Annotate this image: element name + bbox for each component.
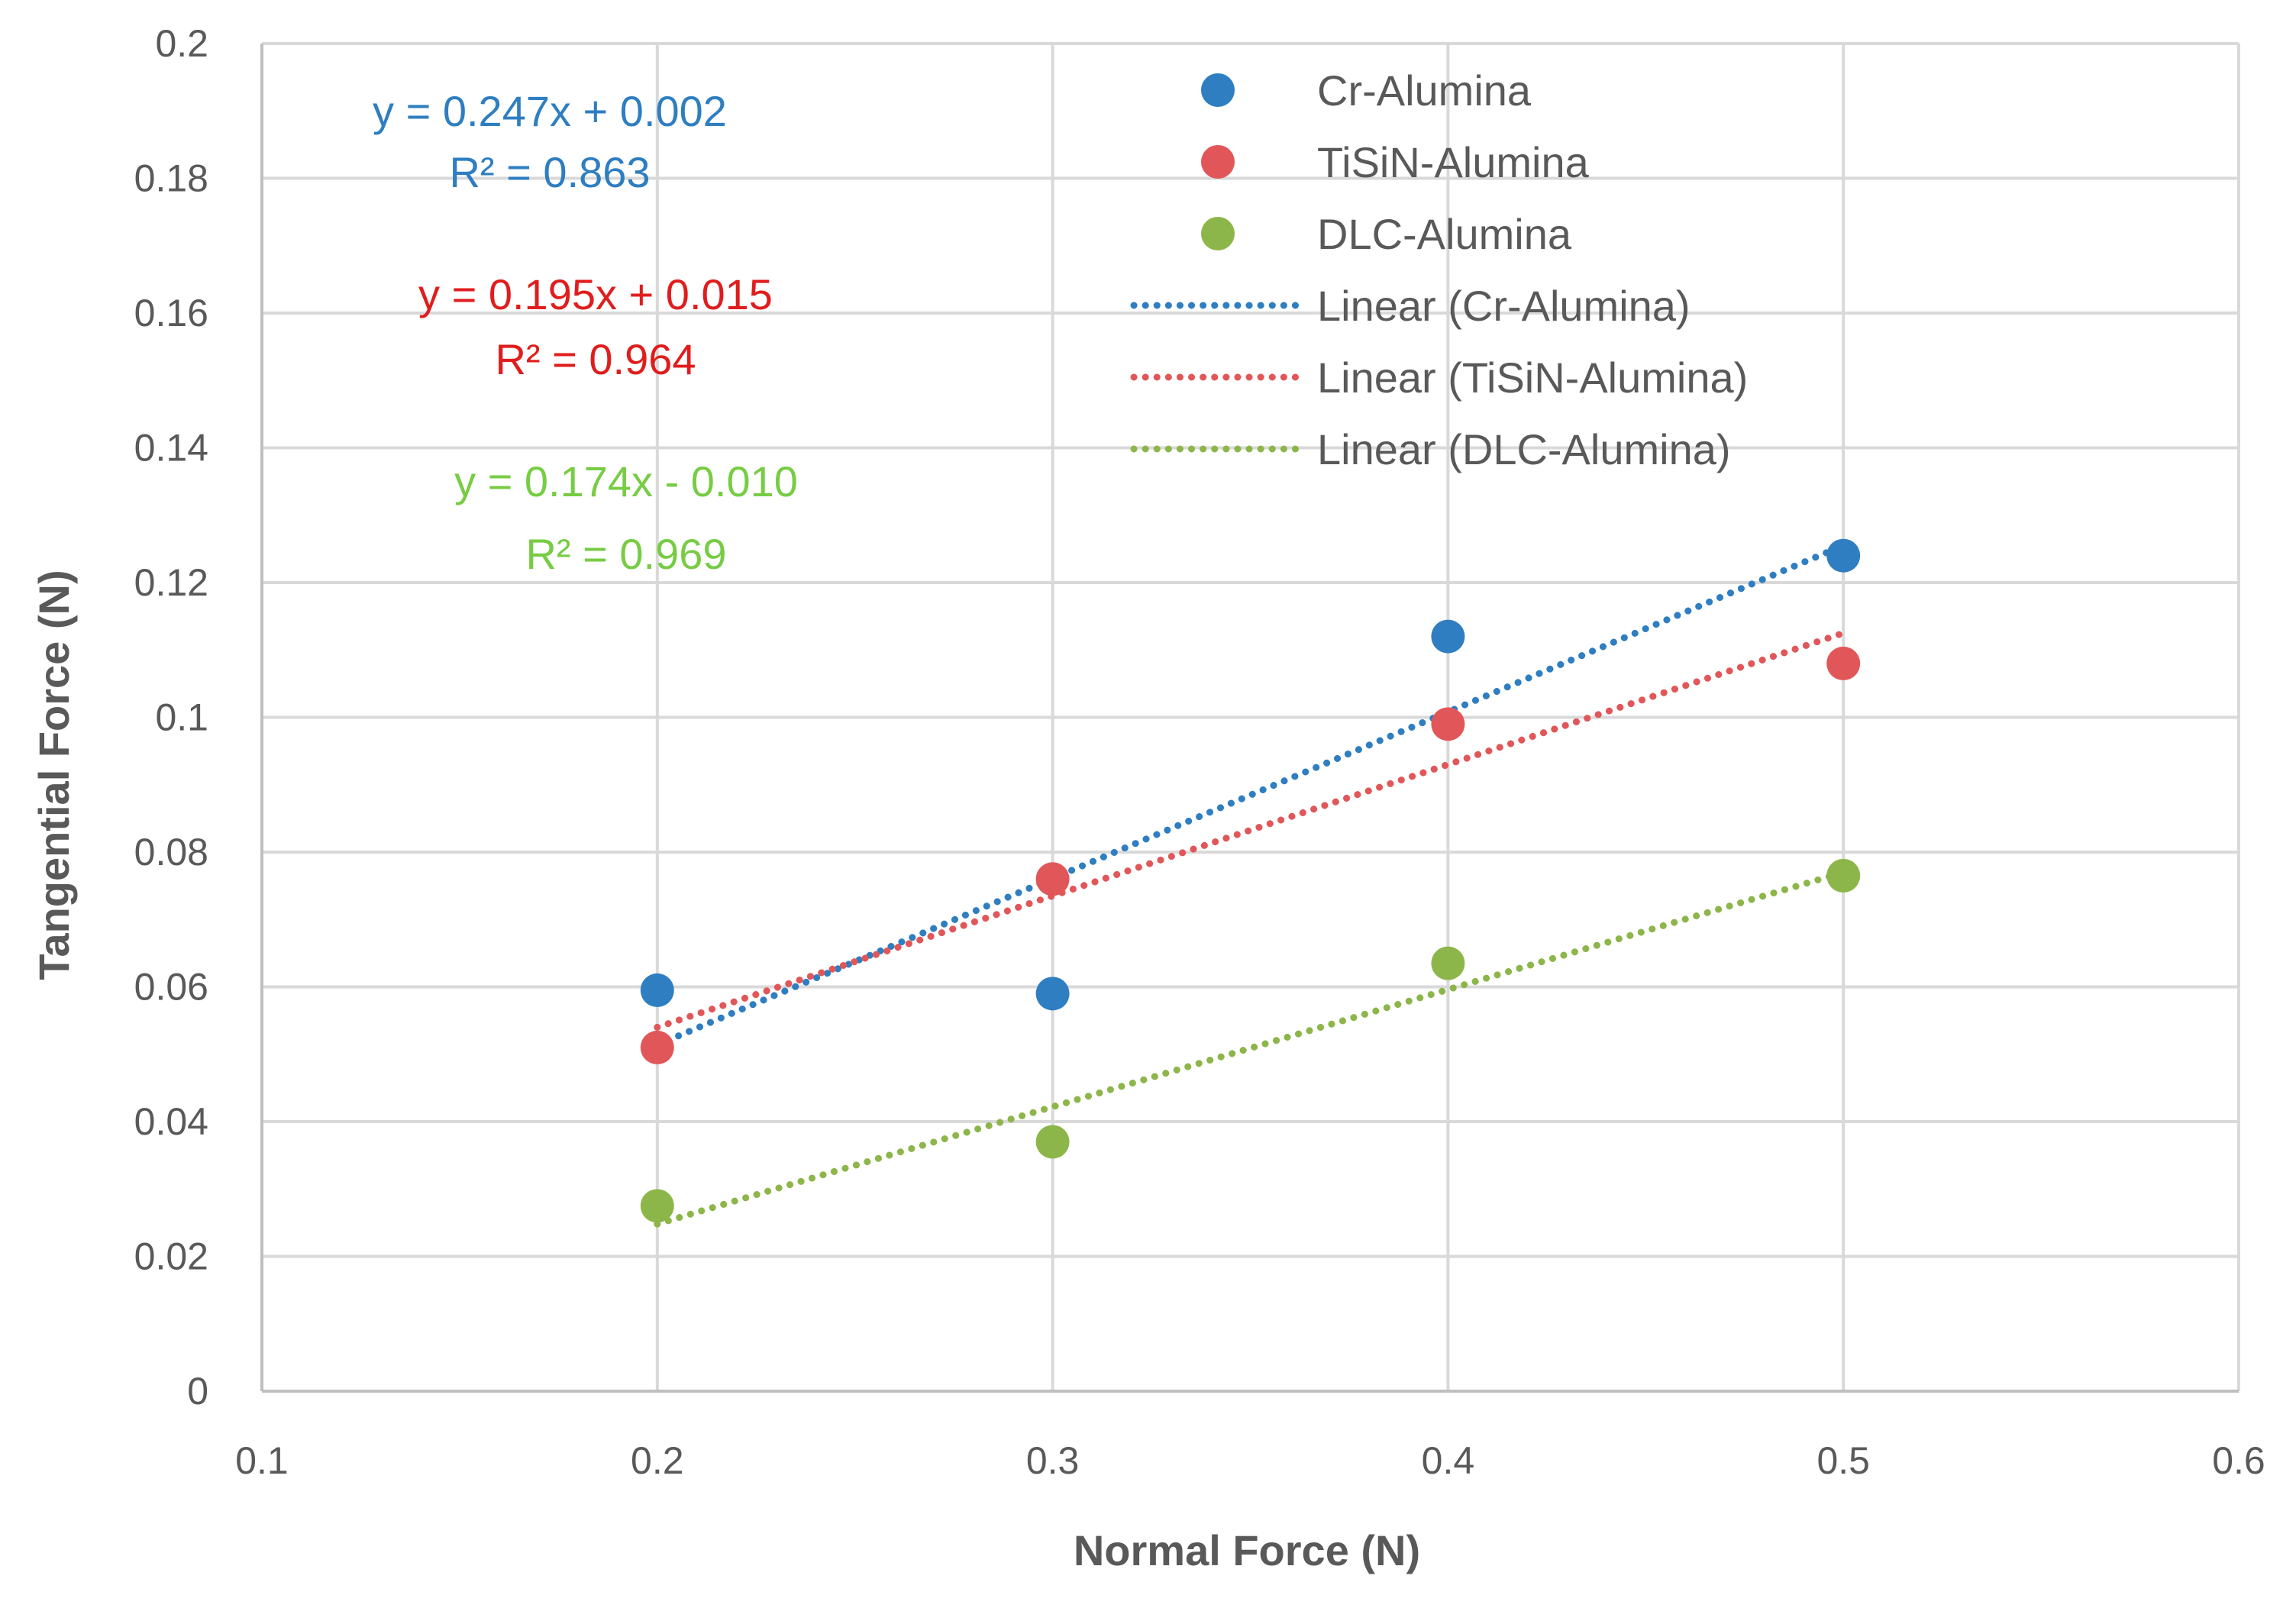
- trend-line: [654, 868, 1847, 1228]
- legend-marker: [1201, 73, 1235, 107]
- trend-r-squared: R² = 0.863: [449, 148, 650, 196]
- data-point: [1035, 977, 1070, 1011]
- y-tick-label: 0.18: [134, 157, 208, 200]
- trend-r-squared: R² = 0.969: [525, 530, 726, 578]
- trend-r-squared: R² = 0.964: [495, 335, 696, 383]
- tick-labels: 0 0.02 0.04 0.06 0.08 0.1 0.12 0.14 0.16 0.18 0.2 0…: [134, 22, 2265, 1482]
- x-tick-label: 0.6: [2212, 1439, 2265, 1482]
- y-tick-label: 0.06: [134, 966, 208, 1009]
- x-tick-label: 0.4: [1422, 1439, 1475, 1482]
- data-point: [1035, 1125, 1070, 1159]
- x-tick-label: 0.1: [235, 1439, 289, 1482]
- data-point: [1826, 538, 1861, 573]
- x-tick-label: 0.5: [1816, 1439, 1870, 1482]
- x-tick-label: 0.2: [631, 1439, 684, 1482]
- y-tick-label: 0.12: [134, 561, 208, 604]
- trend-equation: y = 0.174x - 0.010: [454, 457, 798, 505]
- trend-line: [654, 629, 1847, 1031]
- legend-label: DLC-Alumina: [1317, 210, 1572, 258]
- trend-equation: y = 0.247x + 0.002: [373, 87, 727, 135]
- x-tick-label: 0.3: [1026, 1439, 1080, 1482]
- y-tick-label: 0.1: [155, 696, 208, 739]
- data-point: [1431, 707, 1465, 741]
- legend-marker: [1201, 145, 1235, 179]
- x-axis-title: Normal Force (N): [1074, 1526, 1420, 1574]
- data-point: [640, 1189, 674, 1223]
- data-point: [1826, 646, 1861, 680]
- legend: Cr-Alumina TiSiN-Alumina DLC-Alumina Linear…: [1130, 66, 1748, 473]
- y-tick-label: 0.08: [134, 831, 208, 873]
- trend-line: [654, 541, 1847, 1048]
- legend-label: Cr-Alumina: [1317, 66, 1532, 115]
- y-tick-label: 0.14: [134, 427, 208, 470]
- data-point: [640, 973, 674, 1007]
- data-point: [640, 1030, 674, 1064]
- legend-label: Linear (DLC-Alumina): [1317, 425, 1731, 473]
- y-tick-label: 0: [187, 1370, 208, 1413]
- y-axis-title: Tangential Force (N): [30, 570, 78, 980]
- data-points: [640, 538, 1861, 1223]
- axes: [260, 44, 2239, 1393]
- trend-lines: [654, 541, 1847, 1228]
- y-tick-label: 0.2: [155, 22, 208, 65]
- y-tick-label: 0.16: [134, 292, 208, 334]
- data-point: [1035, 862, 1070, 896]
- data-point: [1826, 858, 1861, 893]
- legend-label: TiSiN-Alumina: [1317, 138, 1590, 186]
- data-point: [1431, 619, 1465, 654]
- trend-equation: y = 0.195x + 0.015: [418, 270, 773, 318]
- legend-marker: [1201, 217, 1235, 250]
- data-point: [1431, 946, 1465, 980]
- y-tick-label: 0.02: [134, 1235, 208, 1278]
- legend-label: Linear (Cr-Alumina): [1317, 282, 1691, 330]
- legend-label: Linear (TiSiN-Alumina): [1317, 354, 1748, 402]
- y-tick-label: 0.04: [134, 1100, 208, 1143]
- trend-equations: y = 0.247x + 0.002 R² = 0.863 y = 0.195x +…: [373, 87, 798, 578]
